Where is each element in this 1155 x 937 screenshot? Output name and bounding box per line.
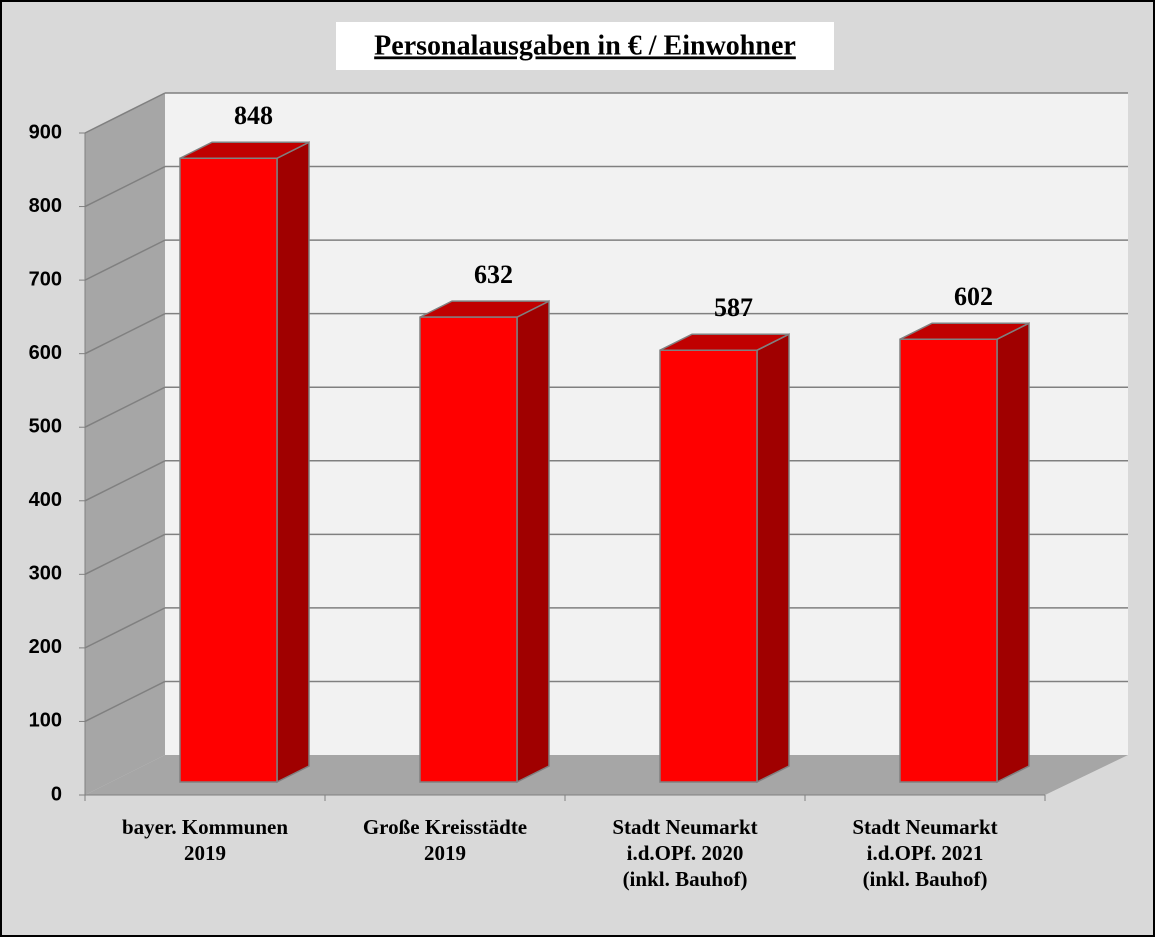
grid-line xyxy=(84,92,166,134)
y-tick-label: 900 xyxy=(29,121,62,143)
x-tick-label: bayer. Kommunen 2019 xyxy=(122,815,288,865)
y-tick-label: 400 xyxy=(29,489,62,511)
grid-line xyxy=(84,239,166,281)
bar xyxy=(419,299,550,784)
bar xyxy=(899,321,1030,784)
y-tick-label: 700 xyxy=(29,268,62,290)
bar-face xyxy=(756,333,790,784)
title-box xyxy=(336,22,834,70)
y-tick-label: 300 xyxy=(29,563,62,585)
floor xyxy=(85,755,1128,795)
chart-title: Personalausgaben in € / Einwohner xyxy=(374,30,796,61)
bar-face xyxy=(179,157,278,783)
bar-face xyxy=(899,338,998,783)
grid-line xyxy=(84,607,166,649)
y-tick-label: 0 xyxy=(51,783,62,805)
grid-line xyxy=(84,460,166,502)
y-tick-label: 600 xyxy=(29,342,62,364)
grid-line xyxy=(84,386,166,428)
grid-line xyxy=(84,533,166,576)
x-tick-label: Stadt Neumarkt i.d.OPf. 2020 (inkl. Bauhof… xyxy=(612,815,757,891)
grid-line xyxy=(84,680,166,723)
grid-line xyxy=(84,165,166,208)
side-wall xyxy=(85,93,165,795)
bar xyxy=(659,333,790,784)
value-label: 848 xyxy=(234,101,273,130)
value-label: 602 xyxy=(954,282,993,311)
y-tick-label: 100 xyxy=(29,710,62,732)
bar-face xyxy=(419,316,518,783)
back-wall xyxy=(165,93,1128,755)
y-tick-label: 500 xyxy=(29,416,62,438)
y-tick-label: 800 xyxy=(29,195,62,217)
bar xyxy=(179,141,310,784)
bar-face xyxy=(276,141,310,784)
value-label: 587 xyxy=(714,293,753,322)
bar-face xyxy=(516,299,550,784)
y-tick-label: 200 xyxy=(29,636,62,658)
bar-face xyxy=(659,349,758,783)
x-tick-label: Stadt Neumarkt i.d.OPf. 2021 (inkl. Bauhof… xyxy=(852,815,997,891)
x-tick-label: Große Kreisstädte 2019 xyxy=(363,815,527,865)
value-label: 632 xyxy=(474,260,513,289)
grid-line xyxy=(84,312,166,355)
bar-face xyxy=(996,321,1030,784)
